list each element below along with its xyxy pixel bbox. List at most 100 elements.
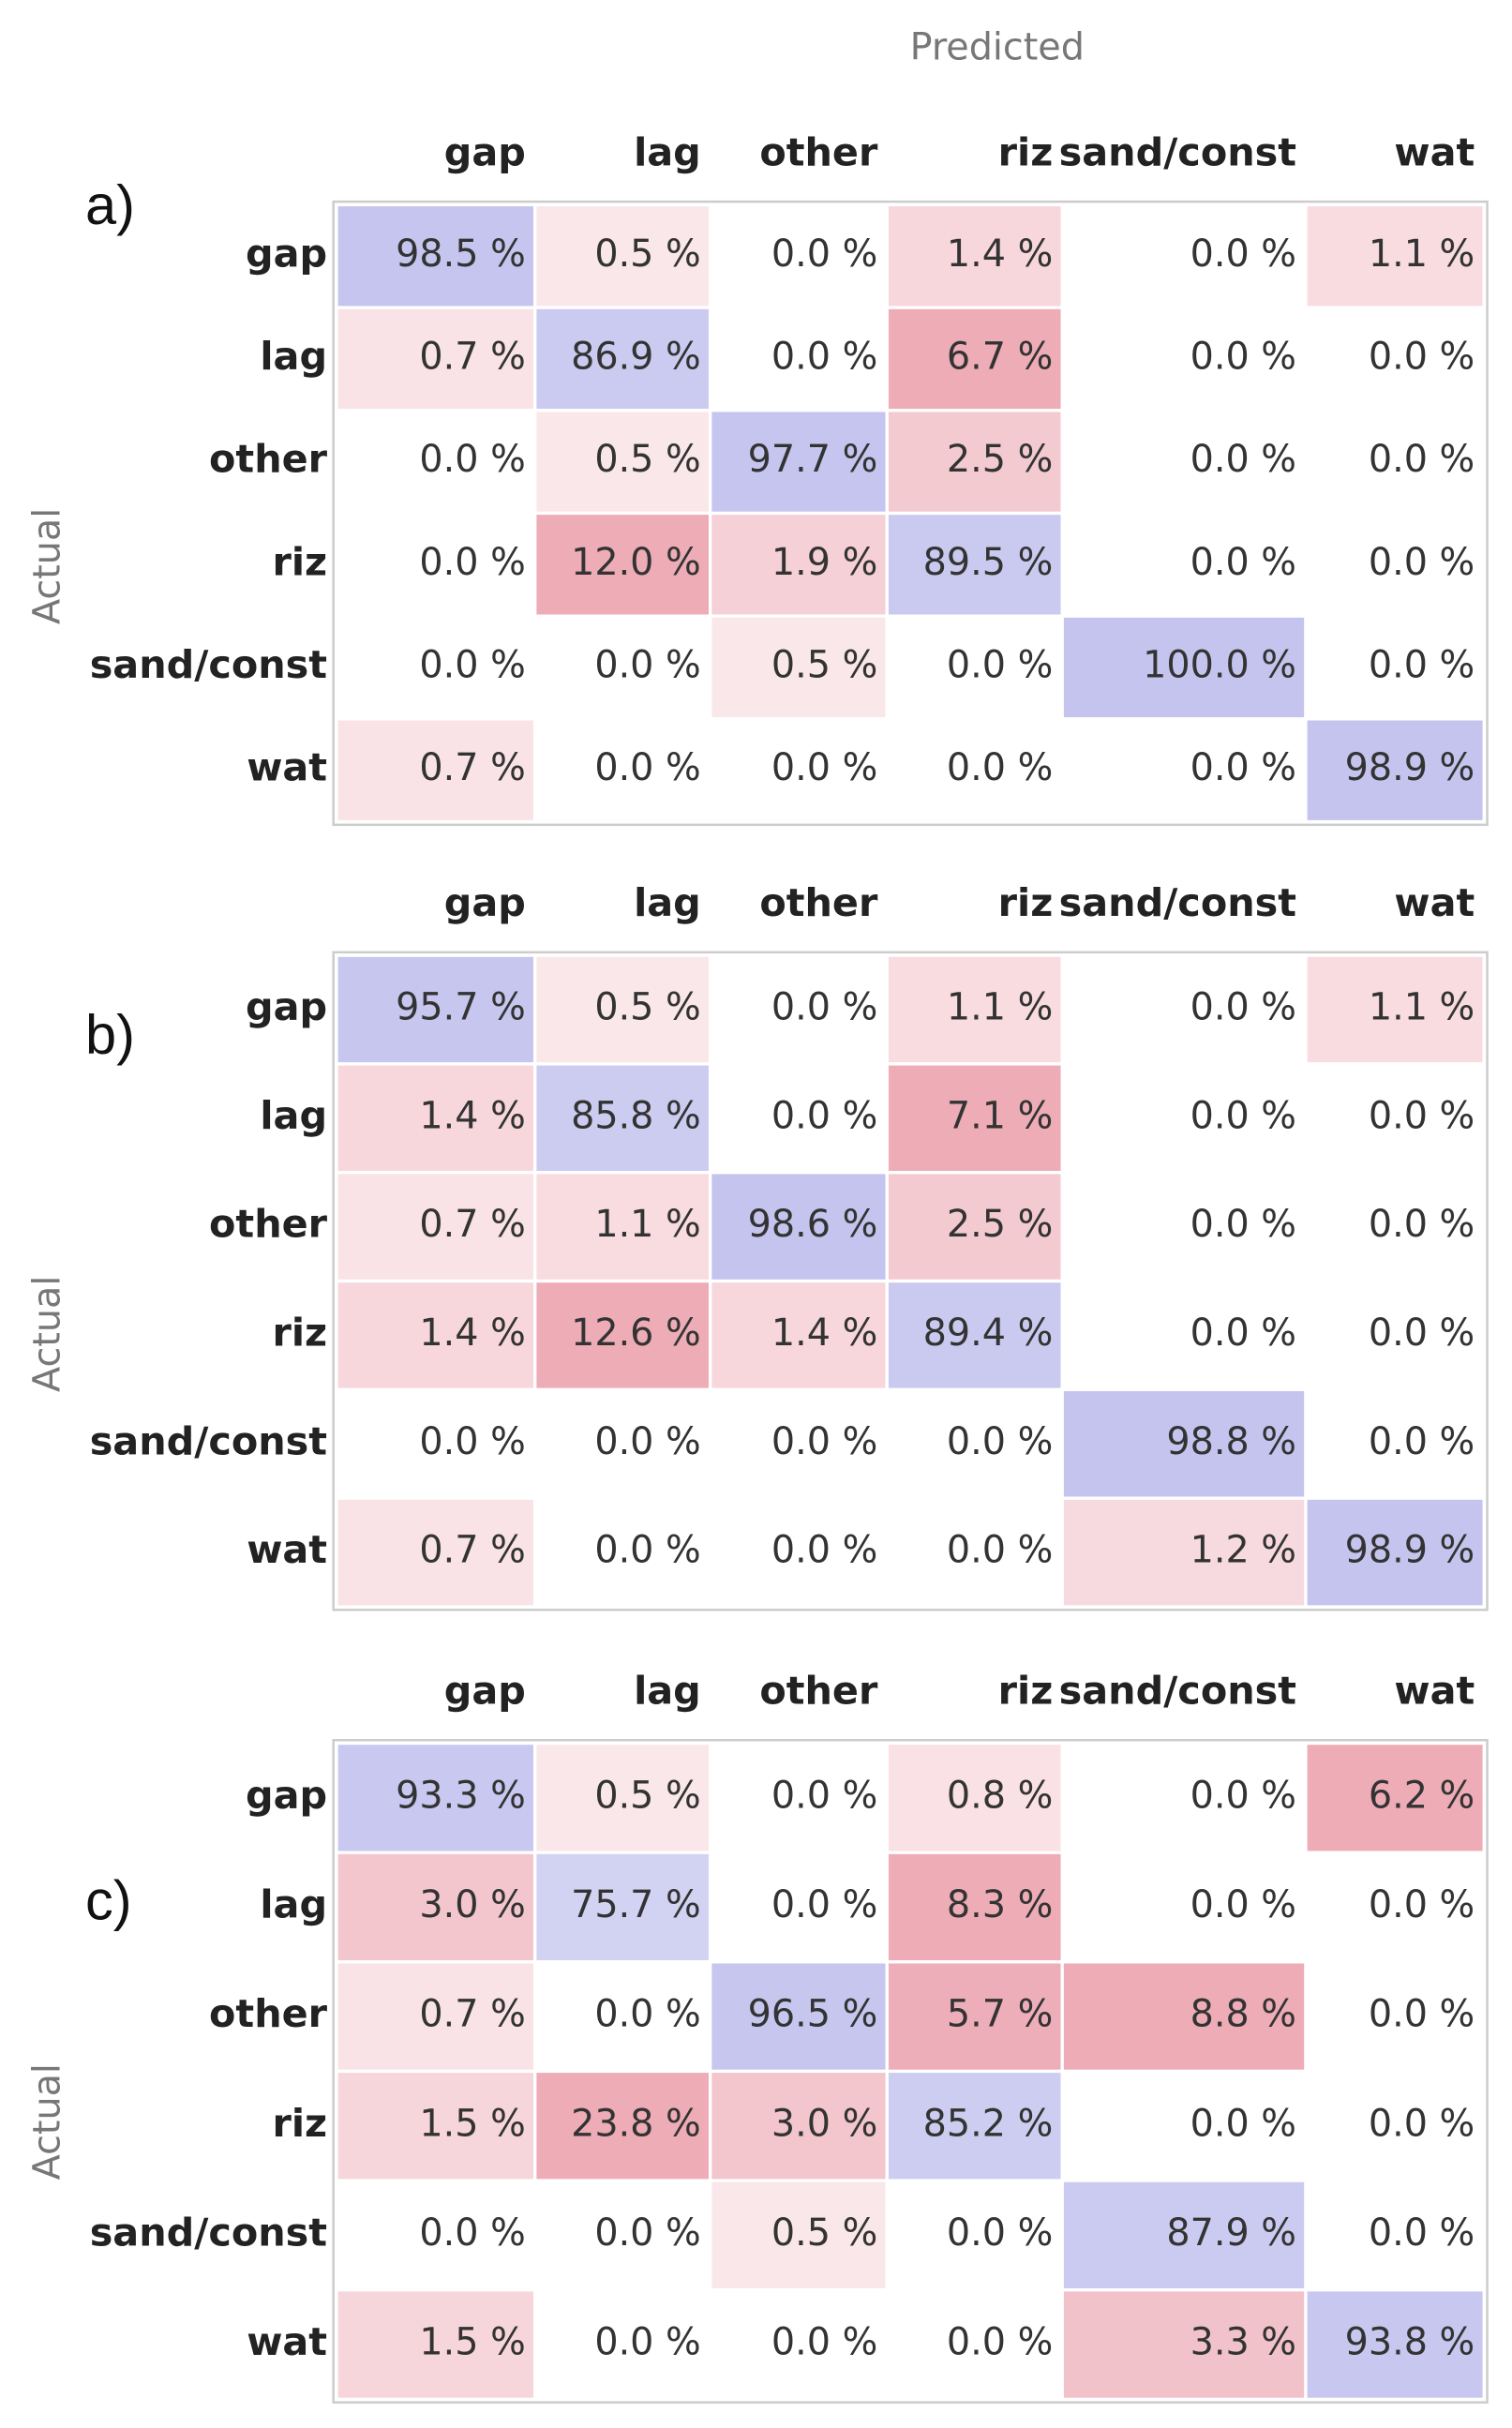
cell: [1304, 717, 1486, 824]
cell-label: 0.0 %: [771, 1420, 877, 1463]
column-header: wat: [1394, 880, 1475, 925]
cell: [709, 511, 889, 618]
cell-label: 0.0 %: [594, 1529, 700, 1572]
cell-label: 98.9 %: [1345, 746, 1475, 789]
cell: [885, 202, 1064, 309]
cell: [709, 2179, 889, 2292]
cell-label: 12.6 %: [571, 1311, 701, 1355]
cell: [1304, 1741, 1486, 1854]
cell-label: 1.9 %: [771, 541, 877, 584]
cell-label: 85.8 %: [571, 1094, 701, 1137]
cell-label: 0.0 %: [947, 2211, 1053, 2255]
cell: [335, 1496, 537, 1609]
cell-label: 0.0 %: [1369, 335, 1475, 378]
cell-label: 0.0 %: [1369, 644, 1475, 687]
cell-label: 12.0 %: [571, 541, 701, 584]
row-header: gap: [246, 984, 327, 1029]
row-header: lag: [260, 334, 327, 379]
column-header: gap: [444, 129, 526, 174]
cell-label: 0.0 %: [1369, 541, 1475, 584]
row-header: lag: [260, 1881, 327, 1926]
cell-label: 0.0 %: [771, 1529, 877, 1572]
cell-label: 0.5 %: [594, 986, 700, 1029]
cell-label: 1.4 %: [419, 1094, 525, 1137]
row-header: sand/const: [90, 642, 327, 687]
cell-label: 1.5 %: [419, 2321, 525, 2364]
cell: [1304, 2288, 1486, 2401]
cell-label: 1.4 %: [419, 1311, 525, 1355]
cell-label: 2.5 %: [947, 1203, 1053, 1246]
cell: [533, 1741, 712, 1854]
row-header: other: [209, 437, 328, 482]
cell: [1060, 1960, 1308, 2074]
cell-label: 85.2 %: [923, 2102, 1054, 2145]
cell-label: 0.0 %: [947, 746, 1053, 789]
cell-label: 3.0 %: [771, 2102, 877, 2145]
row-header: gap: [246, 1773, 327, 1818]
cell: [885, 1741, 1064, 1854]
cell-label: 0.0 %: [1190, 746, 1296, 789]
cell-label: 0.0 %: [1190, 1883, 1296, 1926]
cell-label: 0.0 %: [771, 1774, 877, 1817]
cell-label: 1.1 %: [947, 986, 1053, 1029]
cell-label: 1.1 %: [1369, 232, 1475, 276]
cell-label: 0.0 %: [1369, 1311, 1475, 1355]
cell-label: 0.0 %: [1190, 1094, 1296, 1137]
column-header: other: [759, 880, 878, 925]
cell-label: 0.0 %: [1190, 232, 1296, 276]
panel-label: c): [85, 1868, 132, 1931]
cell-label: 1.2 %: [1190, 1529, 1296, 1572]
cell: [885, 409, 1064, 516]
panel-label: b): [85, 1003, 135, 1066]
cell: [885, 1960, 1064, 2074]
cell-label: 87.9 %: [1166, 2211, 1296, 2255]
cell-label: 1.4 %: [771, 1311, 877, 1355]
cell-label: 0.0 %: [771, 986, 877, 1029]
cell-label: 89.4 %: [923, 1311, 1054, 1355]
column-header: sand/const: [1059, 880, 1296, 925]
cell-label: 2.5 %: [947, 438, 1053, 481]
cell-label: 0.0 %: [419, 541, 525, 584]
cell-label: 0.0 %: [947, 644, 1053, 687]
cell-label: 0.7 %: [419, 746, 525, 789]
cell-label: 98.9 %: [1345, 1529, 1475, 1572]
x-axis-title: Predicted: [910, 25, 1085, 68]
cell: [885, 1171, 1064, 1283]
cell: [335, 2288, 537, 2401]
cell-label: 0.0 %: [1369, 1094, 1475, 1137]
cell-label: 100.0 %: [1143, 644, 1296, 687]
cell: [1304, 202, 1486, 309]
y-axis-title: Actual: [25, 508, 68, 624]
cell-label: 0.0 %: [594, 644, 700, 687]
cell-label: 0.0 %: [419, 438, 525, 481]
cell-label: 93.3 %: [396, 1774, 526, 1817]
cell-label: 0.5 %: [594, 1774, 700, 1817]
column-header: sand/const: [1059, 1669, 1296, 1714]
cell: [335, 1741, 537, 1854]
column-header: sand/const: [1059, 129, 1296, 174]
cell-label: 8.3 %: [947, 1883, 1053, 1926]
cell-label: 0.0 %: [594, 746, 700, 789]
column-header: gap: [444, 1669, 526, 1714]
cell: [1060, 2179, 1308, 2292]
column-header: gap: [444, 880, 526, 925]
cell: [335, 717, 537, 824]
cell: [1304, 953, 1486, 1066]
cell-label: 0.0 %: [1369, 2102, 1475, 2145]
cell-label: 0.0 %: [1369, 1203, 1475, 1246]
cell-label: 0.0 %: [947, 1420, 1053, 1463]
cell: [335, 1279, 537, 1392]
cell-label: 98.5 %: [396, 232, 526, 276]
cell: [1060, 1496, 1308, 1609]
cell: [335, 1960, 537, 2074]
column-header: other: [759, 129, 878, 174]
cell-label: 1.4 %: [947, 232, 1053, 276]
cell: [709, 2069, 889, 2182]
cell-label: 0.5 %: [594, 232, 700, 276]
cell-label: 75.7 %: [571, 1883, 701, 1926]
cell-label: 0.7 %: [419, 1203, 525, 1246]
cell: [885, 1062, 1064, 1175]
matrix-border: [332, 951, 1489, 1611]
row-header: sand/const: [90, 2210, 327, 2255]
